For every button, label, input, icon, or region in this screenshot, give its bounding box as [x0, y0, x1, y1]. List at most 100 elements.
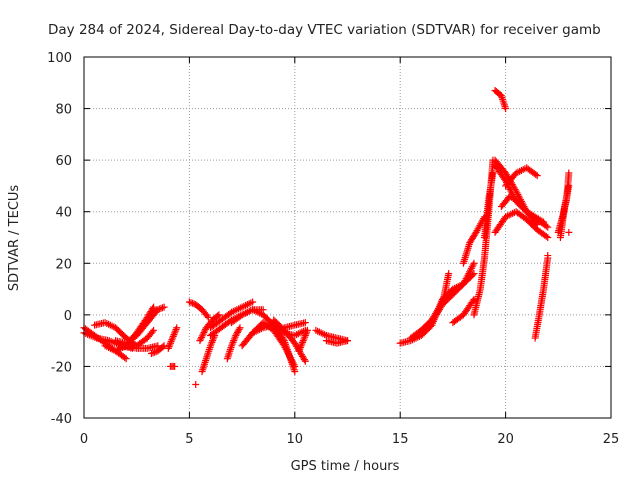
- data-point: [198, 333, 206, 341]
- data-point: [204, 313, 212, 321]
- data-point: [225, 349, 233, 357]
- data-point: [189, 299, 197, 307]
- y-axis-label: SDTVAR / TECUs: [7, 185, 22, 292]
- y-tick-labels: -40 -20 0 20 40 60 80 100: [47, 51, 72, 427]
- data-point: [201, 358, 209, 366]
- data-point: [166, 341, 174, 349]
- data-point: [199, 330, 207, 338]
- data-point: [232, 331, 240, 339]
- data-point: [226, 347, 234, 355]
- data-point: [151, 348, 159, 356]
- data-point: [469, 271, 477, 279]
- data-point: [233, 328, 241, 336]
- data-point: [205, 347, 213, 355]
- y-tick-label: -40: [51, 412, 72, 427]
- data-point: [198, 332, 206, 340]
- data-point: [198, 368, 206, 376]
- y-tick-label: 60: [55, 154, 72, 169]
- data-point: [173, 324, 181, 332]
- data-point: [235, 325, 243, 333]
- data-point: [303, 326, 311, 334]
- data-point: [544, 223, 552, 231]
- data-point: [532, 171, 540, 179]
- data-point: [149, 349, 157, 357]
- data-point: [470, 259, 478, 267]
- data-point: [157, 304, 165, 312]
- data-point: [303, 328, 311, 336]
- data-point: [302, 330, 310, 338]
- plot-frame: [83, 56, 612, 419]
- data-point: [209, 335, 217, 343]
- data-point: [234, 327, 242, 335]
- data-point: [202, 355, 210, 363]
- data-point: [228, 340, 236, 348]
- data-point: [542, 232, 550, 240]
- data-point: [296, 345, 304, 353]
- data-point: [300, 335, 308, 343]
- data-point: [469, 261, 477, 269]
- data-point: [231, 333, 239, 341]
- data-point: [279, 335, 287, 343]
- data-point: [296, 344, 304, 352]
- data-point: [150, 326, 158, 334]
- data-point: [170, 331, 178, 339]
- y-tick-label: 20: [55, 257, 72, 272]
- data-point: [160, 342, 168, 350]
- data-point: [199, 364, 207, 372]
- data-point: [301, 331, 309, 339]
- x-tick-label: 20: [497, 432, 514, 447]
- data-point: [192, 380, 200, 388]
- data-point: [533, 172, 541, 180]
- data-point: [165, 343, 173, 351]
- chart-title: Day 284 of 2024, Sidereal Day-to-day VTE…: [48, 22, 601, 38]
- data-point: [155, 305, 163, 313]
- data-point: [211, 331, 219, 339]
- data-point: [489, 169, 497, 177]
- data-points: [80, 87, 573, 388]
- data-point: [200, 329, 208, 337]
- y-tick-label: 100: [47, 51, 72, 66]
- data-point: [301, 333, 309, 341]
- data-point: [203, 312, 211, 320]
- data-point: [199, 366, 207, 374]
- data-point: [210, 333, 218, 341]
- data-point: [224, 353, 232, 361]
- data-point: [200, 360, 208, 368]
- data-point: [301, 319, 309, 327]
- y-tick-label: -20: [51, 360, 72, 375]
- data-point: [500, 99, 508, 107]
- data-point: [469, 297, 477, 305]
- data-point: [171, 329, 179, 337]
- data-point: [209, 337, 217, 345]
- data-point: [172, 325, 180, 333]
- data-point: [538, 217, 546, 225]
- data-point: [150, 303, 158, 311]
- y-tick-label: 0: [64, 309, 72, 324]
- data-point: [121, 354, 129, 362]
- x-tick-labels: 0 5 10 15 20 25: [80, 432, 619, 447]
- data-point: [206, 342, 214, 350]
- data-point: [544, 234, 552, 241]
- data-point: [204, 349, 212, 357]
- data-point: [300, 356, 308, 364]
- data-point: [201, 327, 209, 335]
- data-point: [228, 342, 236, 350]
- data-point: [149, 305, 157, 313]
- x-tick-label: 15: [392, 432, 409, 447]
- data-point: [499, 97, 507, 105]
- x-tick-label: 0: [80, 432, 88, 447]
- data-point: [196, 337, 204, 345]
- data-point: [214, 312, 222, 320]
- grid-lines: [84, 57, 611, 418]
- data-point: [223, 355, 231, 363]
- data-point: [299, 338, 307, 346]
- data-point: [299, 337, 307, 345]
- data-point: [298, 340, 306, 348]
- data-point: [542, 222, 550, 230]
- data-point: [291, 368, 299, 376]
- data-point: [445, 270, 453, 278]
- data-point: [148, 328, 156, 336]
- data-point: [167, 338, 175, 346]
- data-point: [171, 327, 179, 335]
